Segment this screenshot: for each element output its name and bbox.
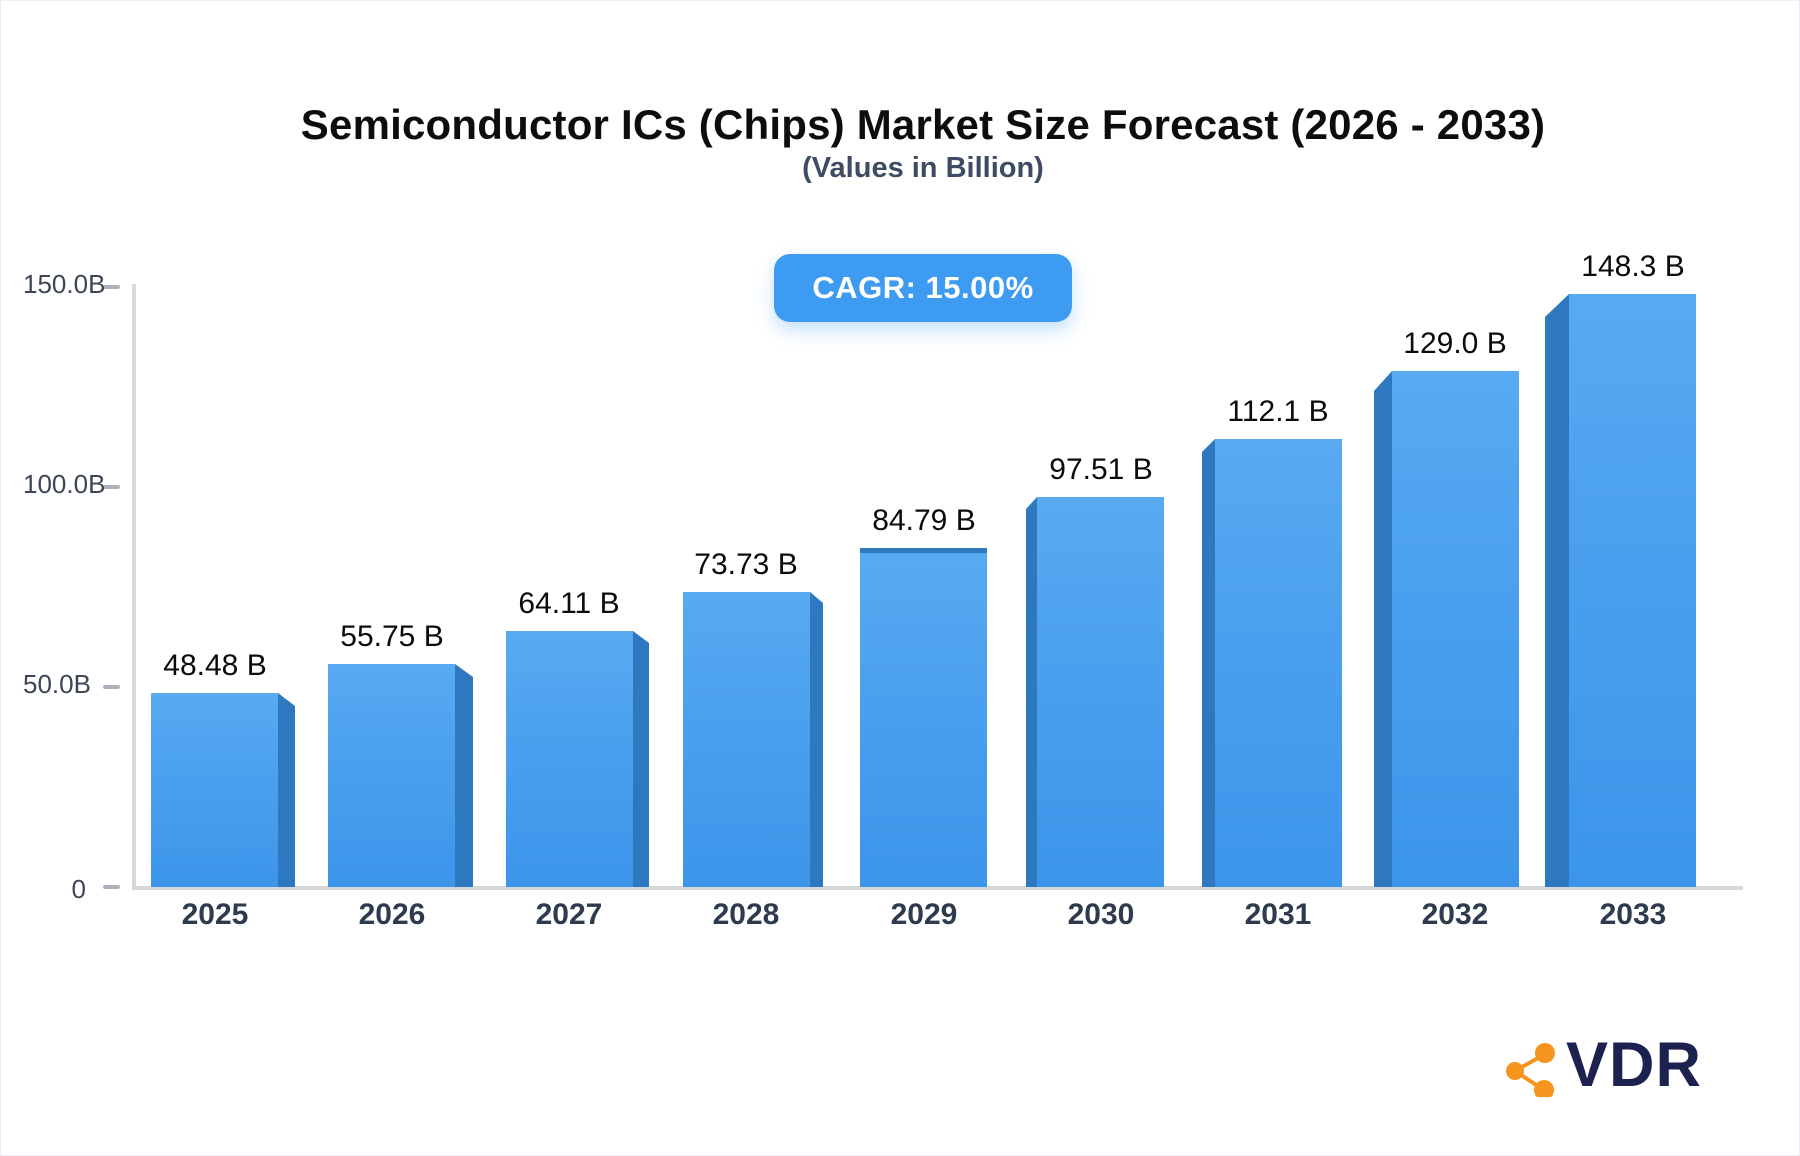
bar-2025	[151, 693, 278, 887]
x-axis-label: 2025	[181, 898, 249, 931]
y-axis-tick	[103, 485, 120, 489]
x-axis-label: 2030	[1067, 898, 1135, 931]
bar-value-label: 55.75 B	[340, 620, 444, 653]
y-axis-label: 100.0B	[23, 469, 106, 499]
y-axis-tick	[103, 885, 120, 889]
bar-value-label: 84.79 B	[872, 504, 976, 537]
cagr-badge: CAGR: 15.00%	[774, 254, 1072, 322]
x-axis-label: 2028	[712, 898, 780, 931]
bar-value-label: 64.11 B	[518, 587, 620, 620]
bar-2028	[683, 592, 810, 887]
bar-value-label: 129.0 B	[1403, 327, 1507, 360]
bar-2033	[1569, 294, 1696, 887]
x-axis-label: 2027	[535, 898, 603, 931]
bar-value-label: 148.3 B	[1581, 250, 1685, 283]
bar-value-label: 73.73 B	[694, 548, 798, 581]
bar-value-label: 112.1 B	[1227, 395, 1329, 428]
bar-2027	[506, 631, 633, 887]
x-axis-label: 2032	[1421, 898, 1489, 931]
y-axis-label: 50.0B	[23, 669, 91, 699]
bar-value-label: 48.48 B	[163, 649, 267, 682]
bar-side-2033	[1545, 294, 1569, 887]
bar-side-2026	[455, 664, 473, 887]
share-network-icon	[1506, 1042, 1555, 1097]
chart-title: Semiconductor ICs (Chips) Market Size Fo…	[300, 101, 1546, 148]
bar-side-2028	[810, 592, 823, 887]
bar-2029	[860, 548, 987, 887]
bar-side-2031	[1202, 439, 1215, 887]
cagr-badge-band: CAGR: 15.00%	[23, 254, 1799, 322]
brand-logo-text: VDR	[1566, 1030, 1703, 1100]
bar-2030	[1037, 497, 1164, 887]
bar-side-2032	[1374, 371, 1392, 887]
x-axis-label: 2033	[1599, 898, 1667, 931]
y-axis-line	[132, 284, 136, 887]
chart-subtitle: (Values in Billion)	[802, 152, 1044, 184]
x-axis-line	[132, 886, 1743, 890]
bar-side-2025	[278, 693, 295, 887]
y-axis-label: 150.0B	[23, 269, 106, 299]
y-axis-label: 0	[71, 874, 86, 904]
bar-2026	[328, 664, 455, 887]
bar-2031	[1215, 439, 1342, 887]
brand-logo: VDR	[1500, 1034, 1702, 1097]
bar-side-2030	[1026, 497, 1037, 887]
bar-value-label: 97.51 B	[1049, 453, 1153, 486]
x-axis-label: 2031	[1244, 898, 1312, 931]
y-axis-tick	[103, 685, 120, 689]
x-axis-label: 2029	[890, 898, 958, 931]
bar-2032	[1392, 371, 1519, 887]
bar-side-2027	[633, 631, 649, 887]
y-axis-tick	[103, 285, 120, 289]
x-axis-label: 2026	[358, 898, 426, 931]
